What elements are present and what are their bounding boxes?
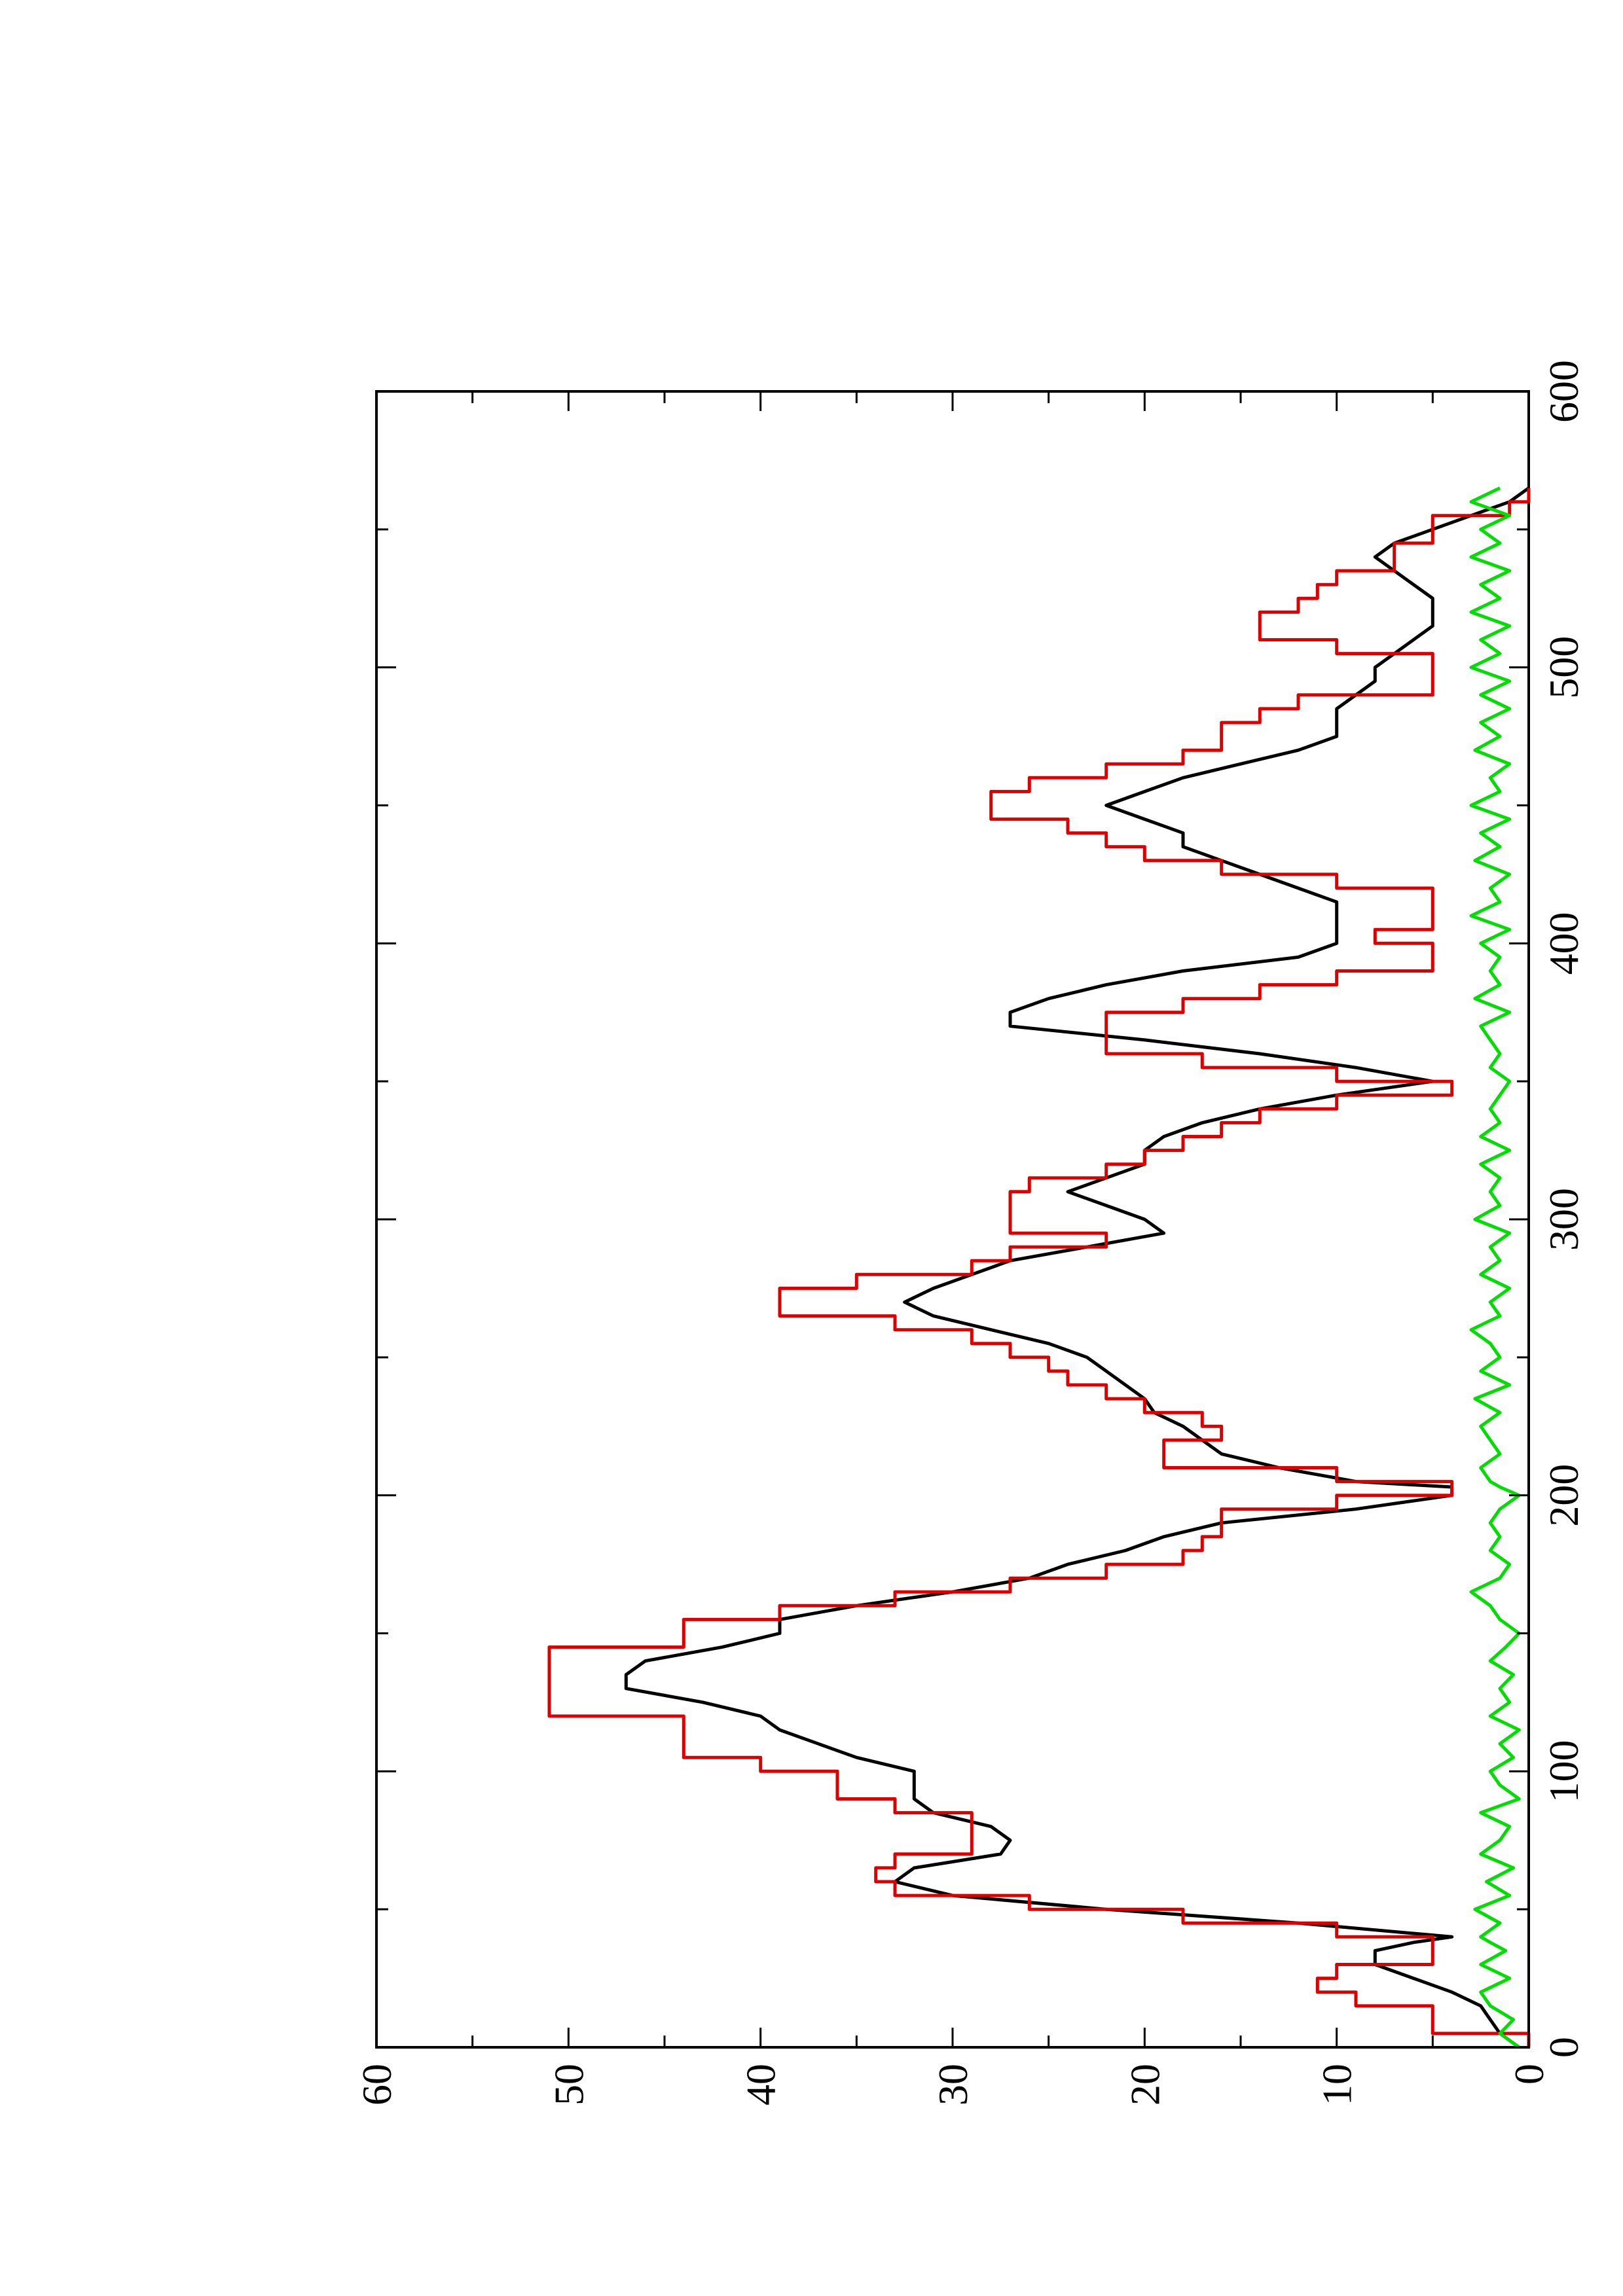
y-tick-label: 30 <box>930 2064 976 2106</box>
x-tick-label: 200 <box>1541 1464 1587 1527</box>
y-axis-ticks: 0 10 20 30 40 50 60 <box>354 391 1552 2106</box>
x-tick-label: 500 <box>1541 636 1587 699</box>
y-tick-label: 0 <box>1506 2064 1552 2085</box>
x-tick-label: 100 <box>1541 1740 1587 1803</box>
series-line-2 <box>547 488 1531 2047</box>
y-tick-label: 60 <box>354 2064 400 2106</box>
y-tick-label: 40 <box>738 2064 784 2106</box>
series-line-3 <box>1469 486 1521 2049</box>
x-tick-label: 300 <box>1541 1188 1587 1251</box>
series-line-1 <box>624 486 1530 2049</box>
y-tick-label: 50 <box>545 2064 592 2106</box>
rotated-plot: 0 100 200 300 400 500 600 0 10 20 30 40 50 60 <box>354 360 1587 2106</box>
x-tick-label: 400 <box>1541 912 1587 975</box>
y-tick-label: 20 <box>1122 2064 1168 2106</box>
y-tick-label: 10 <box>1314 2064 1360 2106</box>
x-tick-label: 0 <box>1541 2037 1587 2058</box>
x-tick-label: 600 <box>1541 360 1587 423</box>
series-layer <box>547 486 1531 2049</box>
plot-frame <box>375 390 1530 2049</box>
x-axis-ticks: 0 100 200 300 400 500 600 <box>376 360 1587 2058</box>
